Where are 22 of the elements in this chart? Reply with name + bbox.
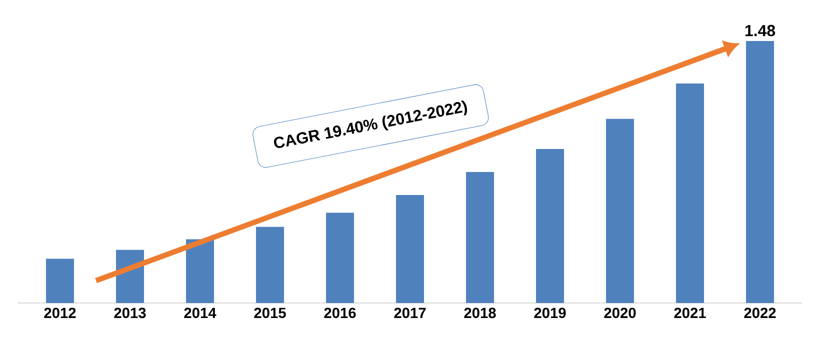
x-tick-label: 2022 [744,308,776,318]
x-tick-label: 2017 [394,308,426,318]
bar [606,118,634,303]
bar [256,226,284,303]
bar [746,40,774,303]
bar [466,172,494,303]
bar [536,148,564,303]
bar [46,258,74,303]
x-tick-label: 2018 [464,308,496,318]
bar [186,239,214,303]
x-tick-label: 2012 [44,308,76,318]
x-tick-label: 2021 [674,308,706,318]
x-tick-label: 2014 [184,308,216,318]
x-tick-label: 2020 [604,308,636,318]
bar [396,195,424,303]
x-tick-label: 2016 [324,308,356,318]
x-tick-label: 2013 [114,308,146,318]
bar [676,83,704,303]
x-tick-label: 2019 [534,308,566,318]
bar [326,212,354,303]
data-label: 1.48 [745,24,776,36]
x-tick-label: 2015 [254,308,286,318]
